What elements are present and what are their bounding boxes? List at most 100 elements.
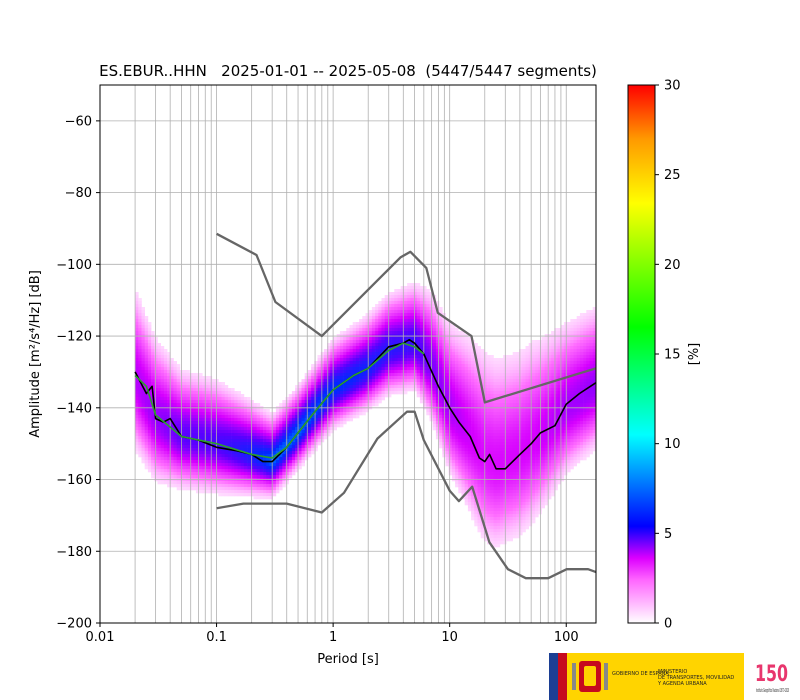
density-cell	[346, 328, 350, 332]
density-cell	[471, 415, 475, 419]
density-cell	[304, 418, 309, 422]
density-cell	[471, 400, 475, 404]
density-cell	[435, 376, 440, 380]
density-cell	[506, 364, 510, 368]
density-cell	[413, 289, 417, 293]
density-cell	[397, 301, 401, 305]
density-cell	[227, 409, 232, 413]
density-cell	[141, 418, 145, 422]
density-cell	[394, 361, 398, 365]
density-cell	[195, 484, 200, 488]
density-cell	[339, 355, 344, 359]
density-cell	[435, 391, 440, 395]
density-cell	[426, 391, 430, 395]
density-cell	[403, 295, 408, 299]
density-cell	[253, 421, 257, 425]
density-cell	[464, 376, 469, 380]
density-cell	[455, 358, 459, 362]
density-cell	[413, 298, 417, 302]
density-cell	[154, 346, 158, 350]
density-cell	[522, 421, 526, 425]
density-cell	[333, 421, 337, 425]
density-cell	[371, 367, 376, 371]
density-cell	[451, 370, 456, 374]
density-cell	[448, 379, 453, 383]
density-cell	[506, 535, 510, 539]
density-cell	[355, 358, 360, 362]
density-cell	[259, 418, 264, 422]
density-cell	[163, 415, 168, 419]
density-cell	[157, 430, 161, 434]
density-cell	[445, 379, 449, 383]
density-cell	[451, 355, 456, 359]
density-cell	[467, 439, 472, 443]
density-cell	[477, 469, 481, 473]
density-cell	[355, 337, 360, 341]
density-cell	[493, 445, 497, 449]
density-cell	[231, 460, 235, 464]
density-cell	[519, 484, 523, 488]
density-cell	[435, 436, 440, 440]
density-cell	[327, 382, 331, 386]
density-cell	[461, 340, 465, 344]
density-cell	[397, 358, 401, 362]
density-cell	[410, 385, 414, 389]
density-cell	[503, 403, 507, 407]
density-cell	[403, 334, 408, 338]
density-cell	[279, 439, 283, 443]
density-cell	[499, 460, 504, 464]
density-cell	[506, 490, 510, 494]
density-cell	[157, 469, 161, 473]
density-cell	[224, 457, 229, 461]
density-cell	[167, 355, 171, 359]
density-cell	[346, 400, 350, 404]
density-cell	[432, 427, 437, 431]
density-cell	[147, 355, 152, 359]
density-cell	[397, 391, 401, 395]
density-cell	[483, 505, 488, 509]
density-cell	[490, 418, 494, 422]
density-cell	[458, 397, 462, 401]
density-cell	[445, 325, 449, 329]
density-cell	[234, 445, 238, 449]
density-cell	[416, 334, 421, 338]
density-cell	[355, 409, 360, 413]
density-cell	[458, 451, 462, 455]
density-cell	[375, 370, 379, 374]
density-cell	[493, 421, 497, 425]
density-cell	[471, 496, 475, 500]
density-cell	[307, 400, 312, 404]
density-cell	[493, 403, 497, 407]
density-cell	[314, 439, 318, 443]
density-cell	[474, 460, 478, 464]
density-cell	[519, 490, 523, 494]
density-cell	[288, 454, 293, 458]
density-cell	[295, 415, 299, 419]
density-cell	[515, 409, 520, 413]
density-cell	[362, 355, 366, 359]
density-cell	[419, 376, 424, 380]
density-cell	[368, 391, 373, 395]
density-cell	[199, 469, 203, 473]
density-cell	[247, 454, 251, 458]
density-cell	[282, 439, 286, 443]
density-cell	[135, 337, 139, 341]
density-cell	[371, 376, 376, 380]
density-cell	[221, 442, 225, 446]
density-cell	[208, 415, 213, 419]
density-cell	[144, 445, 149, 449]
density-cell	[163, 364, 168, 368]
density-cell	[218, 487, 222, 491]
density-cell	[432, 370, 437, 374]
density-cell	[480, 469, 485, 473]
density-cell	[205, 415, 209, 419]
density-cell	[250, 451, 254, 455]
density-cell	[435, 316, 440, 320]
density-cell	[493, 415, 497, 419]
density-cell	[170, 424, 174, 428]
density-cell	[448, 394, 453, 398]
density-cell	[183, 424, 187, 428]
density-cell	[464, 484, 469, 488]
density-cell	[522, 439, 526, 443]
density-cell	[314, 412, 318, 416]
